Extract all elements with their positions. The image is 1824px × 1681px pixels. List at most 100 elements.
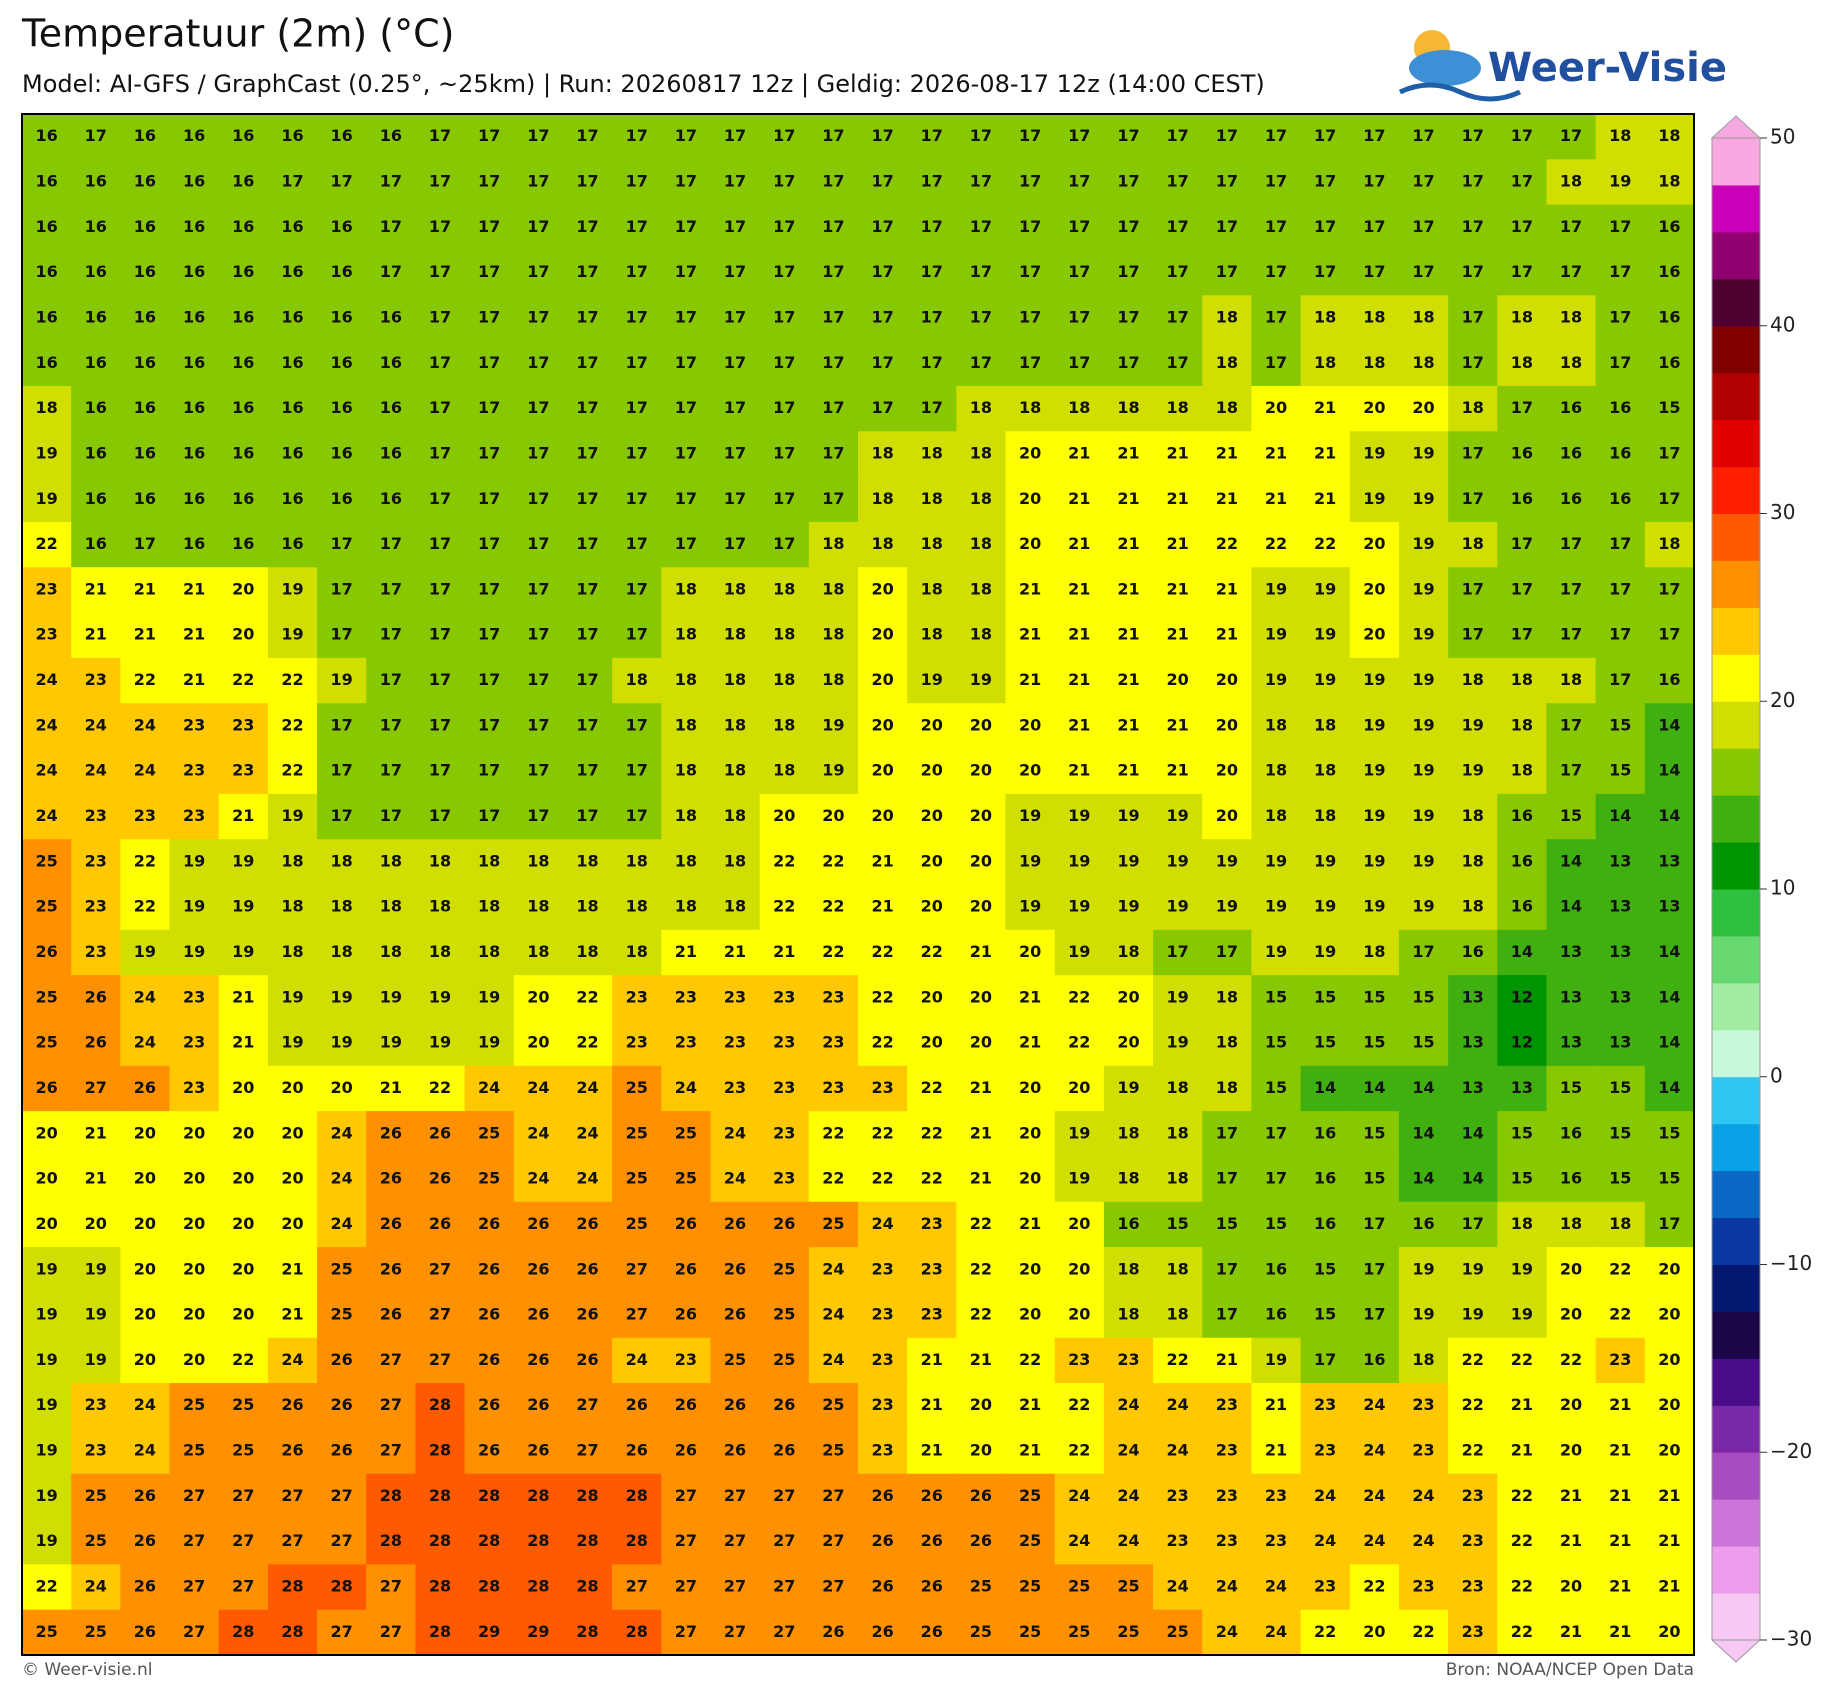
value-label: 17 — [1019, 262, 1041, 281]
cell — [415, 431, 466, 478]
value-label: 18 — [478, 851, 500, 870]
value-label: 25 — [85, 1531, 107, 1550]
cell — [513, 1519, 564, 1565]
value-label: 25 — [724, 1350, 746, 1369]
cell — [710, 1519, 761, 1565]
value-label: 19 — [1117, 1078, 1139, 1097]
cell — [1546, 1473, 1597, 1520]
cell — [1349, 295, 1400, 342]
value-label: 20 — [1412, 398, 1434, 417]
cell — [1448, 295, 1498, 342]
cell — [1153, 1337, 1203, 1384]
cell — [1595, 385, 1646, 432]
cell — [22, 1201, 72, 1248]
value-label: 23 — [1412, 1577, 1434, 1596]
value-label: 16 — [232, 307, 254, 326]
value-label: 17 — [576, 761, 598, 780]
value-label: 17 — [626, 579, 648, 598]
value-label: 18 — [1412, 1350, 1434, 1369]
value-label: 17 — [527, 307, 549, 326]
value-label: 21 — [1658, 1486, 1680, 1505]
cell — [415, 340, 466, 387]
value-label: 26 — [970, 1486, 992, 1505]
cell — [808, 975, 859, 1021]
cell — [169, 1247, 220, 1293]
cell — [120, 975, 171, 1021]
value-label: 17 — [380, 579, 402, 598]
value-label: 23 — [675, 1033, 697, 1052]
value-label: 17 — [478, 489, 500, 508]
value-label: 21 — [1068, 715, 1090, 734]
cell — [1153, 476, 1203, 523]
cell — [71, 295, 121, 342]
value-label: 17 — [380, 670, 402, 689]
value-label: 13 — [1462, 1033, 1484, 1052]
value-label: 17 — [1216, 942, 1238, 961]
cell — [1546, 748, 1597, 795]
cell — [1644, 884, 1695, 931]
cell — [562, 114, 613, 160]
value-label: 22 — [35, 534, 57, 553]
value-label: 21 — [1265, 1395, 1287, 1414]
value-label: 17 — [822, 443, 844, 462]
cell — [759, 884, 810, 931]
colorbar-band — [1712, 513, 1760, 561]
value-label: 17 — [724, 262, 746, 281]
value-label: 16 — [35, 353, 57, 372]
cell — [1644, 1156, 1695, 1203]
cell — [464, 385, 515, 432]
cell — [1153, 793, 1203, 840]
cell — [1300, 1609, 1351, 1656]
cell — [1005, 1519, 1056, 1565]
value-label: 22 — [1314, 534, 1336, 553]
value-label: 25 — [478, 1123, 500, 1142]
cell — [1054, 1383, 1105, 1429]
value-label: 26 — [724, 1214, 746, 1233]
cell — [808, 1292, 859, 1339]
cell — [267, 385, 318, 432]
value-label: 14 — [1412, 1169, 1434, 1188]
cell — [218, 1156, 269, 1203]
cell — [1497, 1247, 1547, 1293]
cell — [759, 657, 810, 704]
value-label: 19 — [478, 987, 500, 1006]
cell — [562, 975, 613, 1021]
colorbar-band — [1712, 1123, 1760, 1172]
value-label: 24 — [527, 1078, 549, 1097]
value-label: 17 — [576, 579, 598, 598]
cell — [218, 1201, 269, 1248]
cell — [1153, 929, 1203, 976]
value-label: 14 — [1560, 897, 1582, 916]
cell — [1202, 1111, 1252, 1157]
value-label: 17 — [576, 398, 598, 417]
cell — [562, 748, 613, 795]
cell — [661, 839, 711, 885]
value-label: 22 — [1511, 1622, 1533, 1641]
cell — [1153, 159, 1203, 206]
cell — [808, 839, 859, 885]
value-label: 17 — [822, 262, 844, 281]
value-label: 17 — [1265, 1123, 1287, 1142]
colorbar-band — [1712, 138, 1760, 186]
cell — [317, 385, 367, 432]
value-label: 21 — [183, 670, 205, 689]
value-label: 26 — [281, 1395, 303, 1414]
cell — [366, 1065, 416, 1112]
value-label: 17 — [626, 217, 648, 236]
value-label: 15 — [1314, 1305, 1336, 1324]
cell — [1398, 521, 1449, 568]
value-label: 22 — [232, 1350, 254, 1369]
value-label: 21 — [1167, 579, 1189, 598]
cell — [71, 929, 121, 976]
value-label: 24 — [1068, 1486, 1090, 1505]
cell — [1202, 340, 1252, 387]
value-label: 18 — [970, 579, 992, 598]
cell — [71, 1292, 121, 1339]
value-label: 14 — [1314, 1078, 1336, 1097]
value-label: 16 — [1560, 1169, 1582, 1188]
value-label: 25 — [626, 1123, 648, 1142]
cell — [1546, 793, 1597, 840]
colorbar-band — [1712, 1170, 1760, 1219]
value-label: 13 — [1560, 1033, 1582, 1052]
value-label: 21 — [1068, 670, 1090, 689]
